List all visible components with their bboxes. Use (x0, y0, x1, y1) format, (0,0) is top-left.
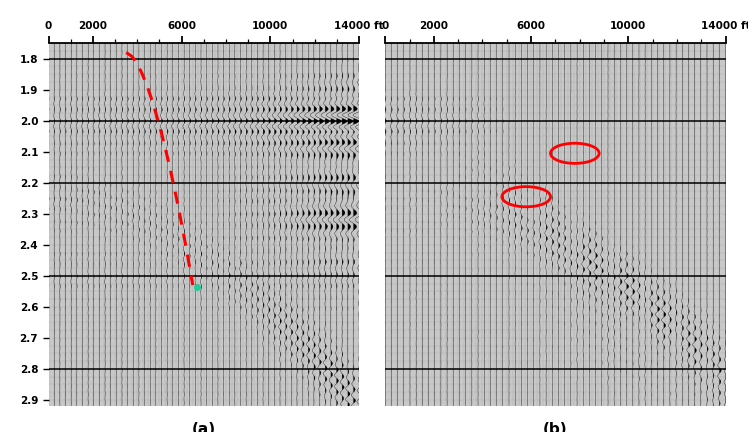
Text: (b): (b) (543, 422, 568, 432)
Text: (a): (a) (191, 422, 216, 432)
